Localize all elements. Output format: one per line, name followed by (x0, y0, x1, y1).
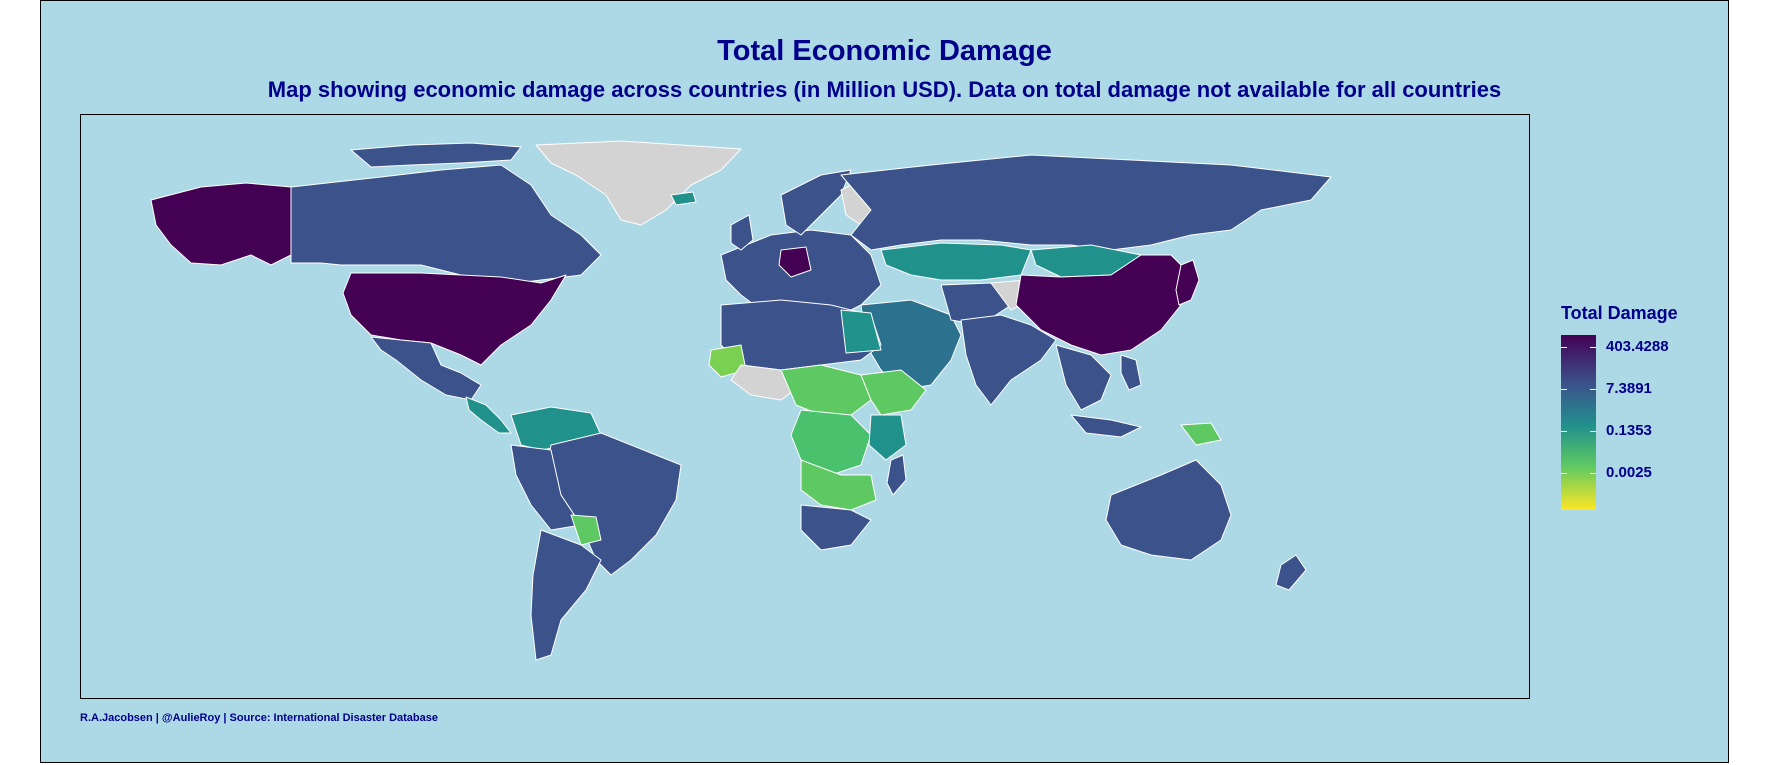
world-map (150, 140, 1332, 661)
region-east-africa (868, 414, 907, 461)
plot-panel: Total Economic Damage Map showing econom… (40, 0, 1729, 763)
map-frame (80, 114, 1530, 699)
color-legend: Total Damage 403.4288 7.3891 0.1353 0.00… (1561, 303, 1721, 510)
region-indonesia (1070, 414, 1142, 438)
region-southern-africa (800, 459, 877, 511)
region-japan (1175, 259, 1200, 306)
region-middle-east (860, 299, 962, 391)
region-iceland (670, 191, 697, 206)
region-south-africa (800, 504, 872, 551)
map-subtitle: Map showing economic damage across count… (267, 77, 1502, 102)
region-argentina (530, 529, 602, 661)
legend-title: Total Damage (1561, 303, 1678, 323)
map-title: Total Economic Damage (717, 35, 1052, 67)
region-png (1180, 422, 1222, 446)
region-southeast-asia (1055, 344, 1112, 411)
region-drc (790, 409, 872, 476)
legend-colorbar (1561, 335, 1596, 510)
region-india (960, 314, 1057, 406)
region-greenland (535, 140, 742, 226)
region-central-america (465, 396, 512, 434)
region-iran (940, 282, 1012, 326)
legend-tick-label: 7.3891 (1606, 380, 1652, 397)
source-caption: R.A.Jacobsen | @AulieRoy | Source: Inter… (80, 712, 438, 724)
region-madagascar (886, 454, 907, 496)
region-alaska (150, 182, 292, 266)
region-china (1015, 254, 1192, 356)
legend-tick-label: 0.1353 (1606, 422, 1652, 439)
region-usa (342, 272, 567, 366)
region-philippines (1120, 354, 1142, 391)
region-germany (778, 246, 812, 278)
region-new-zealand (1275, 554, 1307, 591)
region-scandinavia (780, 169, 852, 236)
region-mauritania (708, 344, 747, 378)
region-russia (840, 154, 1332, 251)
region-australia (1105, 459, 1232, 561)
legend-tick-label: 403.4288 (1606, 338, 1669, 355)
region-uk (730, 214, 754, 251)
region-peru-bolivia (510, 444, 582, 531)
region-arctic-islands (350, 142, 522, 168)
region-horn-africa (860, 369, 927, 416)
legend-tick-label: 0.0025 (1606, 464, 1652, 481)
region-egypt (840, 309, 882, 354)
region-canada (290, 164, 602, 286)
region-central-africa (780, 364, 872, 416)
region-kazakhstan (880, 242, 1032, 281)
region-paraguay (570, 514, 602, 546)
